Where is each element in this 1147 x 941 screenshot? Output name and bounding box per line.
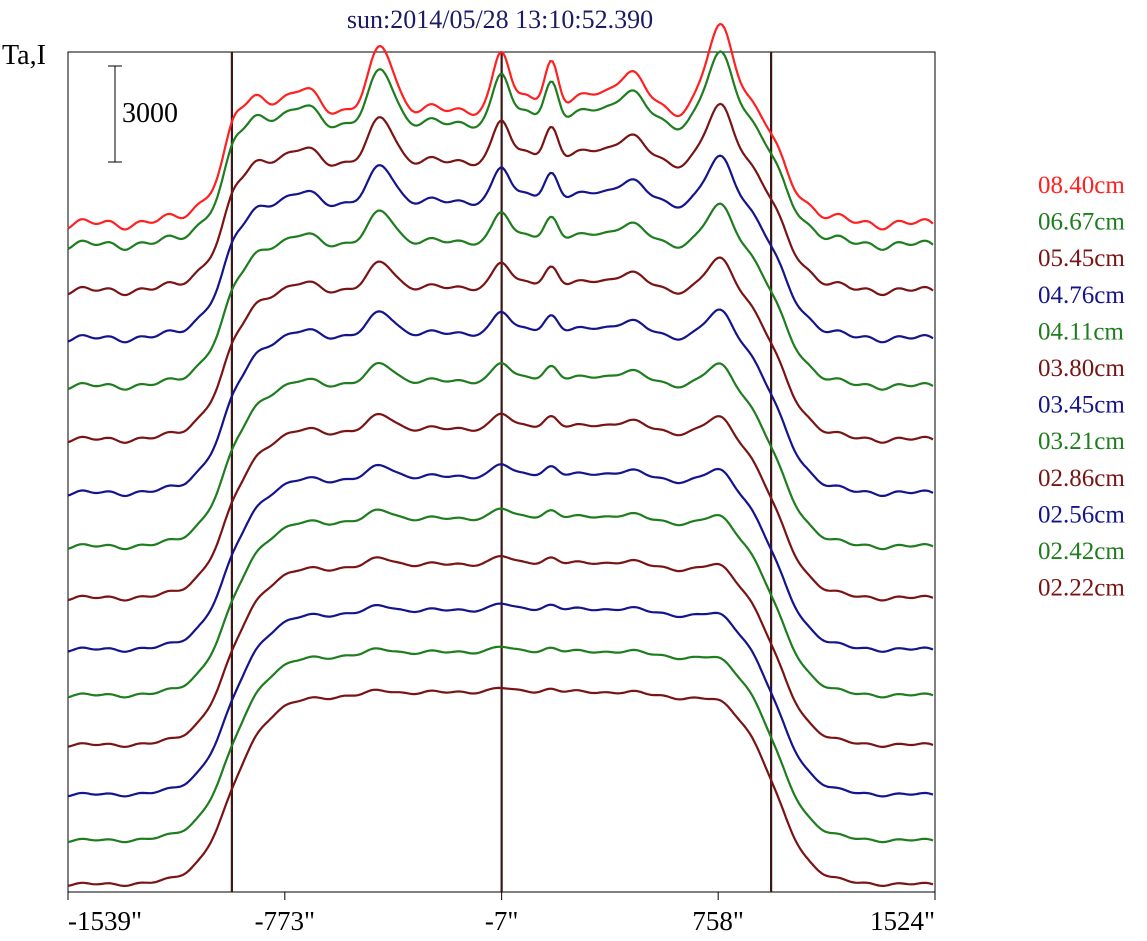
legend-entry-5: 03.80cm — [1038, 355, 1125, 382]
series-line-1 — [67, 50, 934, 251]
series-line-3 — [67, 154, 934, 344]
legend-entry-4: 04.11cm — [1038, 318, 1124, 345]
legend: 08.40cm 06.67cm 05.45cm 04.76cm 04.11cm 03.80… — [1038, 172, 1125, 602]
series-line-4 — [67, 202, 934, 391]
legend-entry-0: 08.40cm — [1038, 172, 1125, 199]
limb-markers — [230, 52, 773, 892]
series-line-8 — [67, 412, 934, 602]
series-line-9 — [67, 463, 934, 653]
x-tick-label-0: -1539" — [68, 906, 142, 936]
legend-entry-10: 02.42cm — [1038, 538, 1125, 565]
legend-entry-11: 02.22cm — [1038, 575, 1125, 602]
series-line-0 — [67, 22, 934, 231]
legend-entry-7: 03.21cm — [1038, 428, 1125, 455]
series-line-14 — [67, 686, 934, 887]
series-line-2 — [67, 102, 934, 297]
legend-entry-6: 03.45cm — [1038, 392, 1125, 419]
series-line-11 — [67, 555, 934, 748]
legend-entry-1: 06.67cm — [1038, 209, 1125, 236]
chart-title: sun:2014/05/28 13:10:52.390 — [347, 5, 653, 34]
legend-entry-3: 04.76cm — [1038, 282, 1125, 309]
x-tick-label-1: -773" — [255, 906, 316, 936]
series-line-12 — [67, 602, 934, 798]
scale-bar: 3000 — [108, 65, 178, 163]
legend-entry-2: 05.45cm — [1038, 245, 1125, 272]
legend-entry-9: 02.56cm — [1038, 501, 1125, 528]
series-line-13 — [67, 645, 934, 844]
series-line-6 — [67, 308, 934, 498]
series-line-5 — [67, 256, 934, 444]
series-line-10 — [67, 507, 934, 699]
x-tick-label-2: -7" — [485, 906, 519, 936]
x-axis-ticks: -1539" -773" -7" 758" 1524" — [67, 892, 936, 936]
legend-entry-8: 02.86cm — [1038, 465, 1125, 492]
scale-bar-label: 3000 — [122, 98, 178, 129]
series-line-7 — [67, 361, 934, 551]
series-group — [67, 22, 934, 887]
x-tick-label-4: 1524" — [870, 906, 935, 936]
x-tick-label-3: 758" — [692, 906, 744, 936]
y-axis-label: Ta,I — [2, 40, 46, 71]
